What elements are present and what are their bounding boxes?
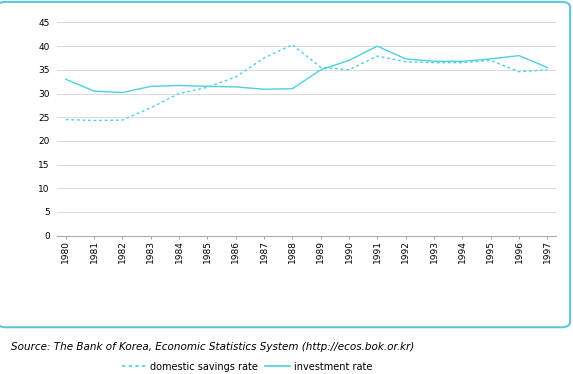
domestic savings rate xyxy=(261,56,268,60)
domestic savings rate xyxy=(147,105,154,110)
domestic savings rate xyxy=(62,117,69,122)
domestic savings rate xyxy=(91,118,97,123)
investment rate xyxy=(346,58,352,62)
investment rate xyxy=(147,84,154,89)
domestic savings rate xyxy=(204,85,211,90)
investment rate xyxy=(402,57,409,61)
Line: domestic savings rate: domestic savings rate xyxy=(66,45,547,120)
Text: Source: The Bank of Korea, Economic Statistics System (http://ecos.bok.or.kr): Source: The Bank of Korea, Economic Stat… xyxy=(11,341,415,352)
Legend: domestic savings rate, investment rate: domestic savings rate, investment rate xyxy=(117,358,376,374)
investment rate xyxy=(62,77,69,82)
domestic savings rate xyxy=(176,91,183,96)
investment rate xyxy=(119,90,126,95)
domestic savings rate xyxy=(459,61,466,65)
domestic savings rate xyxy=(289,43,296,47)
domestic savings rate xyxy=(232,75,239,79)
investment rate xyxy=(91,89,97,94)
investment rate xyxy=(430,59,437,64)
Line: investment rate: investment rate xyxy=(66,46,547,92)
investment rate xyxy=(176,83,183,88)
domestic savings rate xyxy=(374,54,381,58)
FancyBboxPatch shape xyxy=(0,2,570,327)
domestic savings rate xyxy=(317,65,324,70)
investment rate xyxy=(204,84,211,89)
investment rate xyxy=(232,85,239,89)
investment rate xyxy=(544,65,551,70)
domestic savings rate xyxy=(402,59,409,64)
investment rate xyxy=(487,57,494,61)
investment rate xyxy=(261,87,268,92)
investment rate xyxy=(459,59,466,64)
domestic savings rate xyxy=(430,61,437,65)
domestic savings rate xyxy=(346,68,352,72)
investment rate xyxy=(516,53,523,58)
domestic savings rate xyxy=(516,70,523,74)
domestic savings rate xyxy=(487,58,494,62)
investment rate xyxy=(317,68,324,72)
domestic savings rate xyxy=(544,68,551,72)
investment rate xyxy=(289,86,296,91)
domestic savings rate xyxy=(119,118,126,122)
investment rate xyxy=(374,44,381,48)
